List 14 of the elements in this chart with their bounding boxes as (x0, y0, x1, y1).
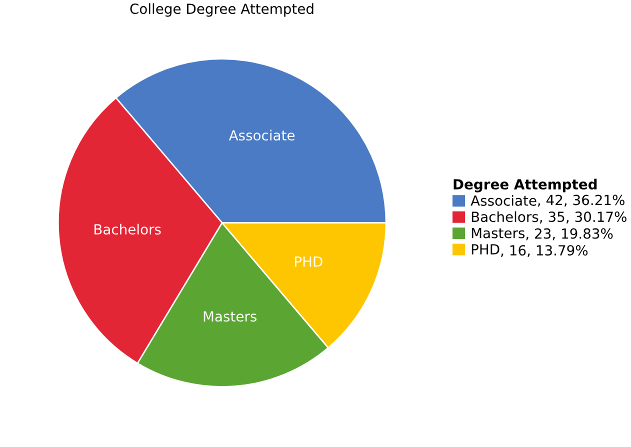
legend-label: Associate (470, 195, 536, 206)
slice-label: Bachelors (94, 224, 161, 235)
data-label: , 35, 30.17% (540, 212, 626, 224)
data-label: , 23, 19.83% (526, 228, 613, 240)
slice-label: Associate (228, 130, 295, 141)
chart-title: College Degree Attempted (130, 3, 314, 17)
legend-label: Masters (472, 228, 525, 238)
slice-label: PHD (295, 256, 322, 267)
legend-label: Bachelors (472, 211, 538, 222)
legend-label: PHD (472, 244, 500, 254)
data-label: , 42, 36.21% (538, 194, 624, 207)
legend-title: Degree Attempted (454, 178, 597, 192)
data-label: , 16, 13.79% (501, 245, 588, 258)
slice-label: Masters (204, 311, 256, 322)
